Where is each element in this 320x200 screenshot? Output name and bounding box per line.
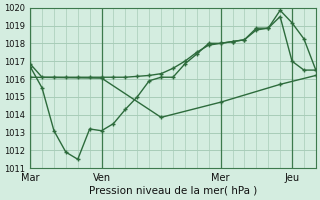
X-axis label: Pression niveau de la mer( hPa ): Pression niveau de la mer( hPa ) — [89, 186, 257, 196]
